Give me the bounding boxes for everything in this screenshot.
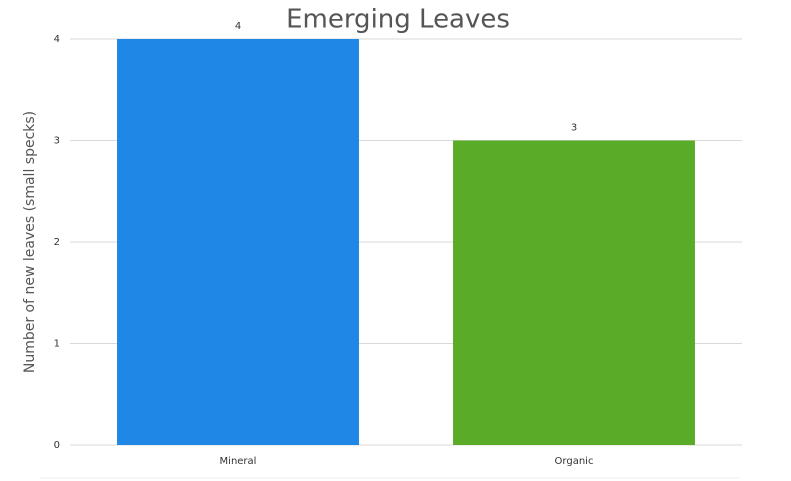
chart-title: Emerging Leaves: [286, 5, 510, 35]
y-tick-label: 1: [54, 339, 60, 350]
x-tick-label: Mineral: [220, 456, 257, 467]
y-tick-label: 3: [54, 136, 60, 147]
y-tick-label: 0: [54, 440, 60, 451]
y-axis-label: Number of new leaves (small specks): [22, 111, 38, 373]
bar: [117, 39, 359, 445]
x-tick-label: Organic: [555, 456, 594, 467]
data-label: 3: [571, 123, 577, 134]
bar: [453, 140, 695, 445]
y-tick-label: 4: [54, 34, 60, 45]
y-tick-label: 2: [54, 237, 60, 248]
data-label: 4: [235, 21, 241, 32]
